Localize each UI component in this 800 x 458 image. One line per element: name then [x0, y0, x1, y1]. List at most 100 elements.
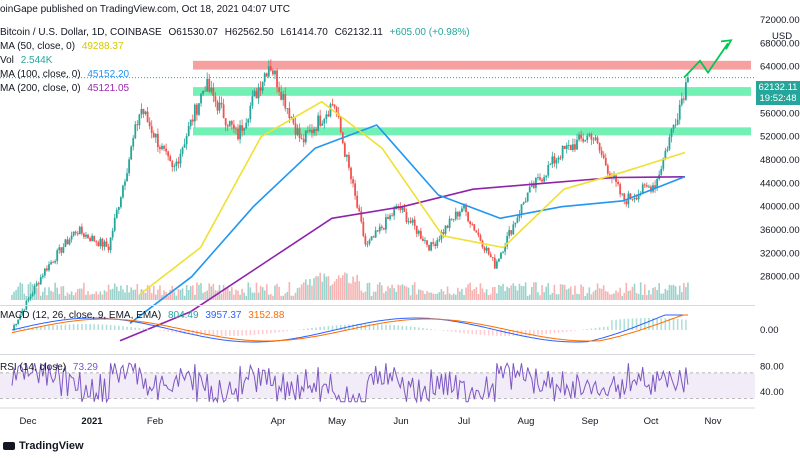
- candle-body: [537, 177, 539, 178]
- volume-bar: [395, 291, 397, 300]
- indicator-ma50[interactable]: MA (50, close, 0) 49288.37: [0, 41, 128, 52]
- volume-bar: [444, 294, 447, 300]
- volume-bar: [233, 294, 235, 300]
- volume-bar: [169, 289, 171, 300]
- volume-bar: [646, 295, 648, 300]
- candle-body: [218, 102, 221, 111]
- macd-signal-value: 3152.88: [248, 310, 285, 321]
- volume-bar: [107, 284, 110, 300]
- volume-bar: [436, 293, 439, 300]
- y-tick-label: 44000.00: [760, 178, 800, 189]
- candle-body: [518, 214, 521, 218]
- candle-body: [39, 277, 42, 285]
- candle-body: [405, 211, 408, 223]
- volume-bar: [128, 292, 130, 300]
- ma50-line: [139, 100, 686, 295]
- volume-bar: [498, 284, 500, 300]
- volume-bar: [270, 294, 272, 300]
- candle-body: [97, 242, 100, 247]
- candle-body: [249, 105, 252, 120]
- volume-bar: [537, 292, 539, 300]
- candle-body: [621, 193, 624, 195]
- x-tick-label: Jun: [393, 416, 408, 427]
- zone-support-2: [193, 127, 751, 136]
- ma50-label: MA (50, close, 0): [0, 41, 76, 52]
- volume-bar: [594, 289, 597, 300]
- candle-body: [454, 211, 457, 220]
- macd-histogram-bar: [475, 330, 478, 335]
- candle-body: [574, 144, 576, 150]
- tradingview-brand[interactable]: TradingView: [3, 440, 88, 452]
- candle-body: [471, 224, 474, 225]
- volume-bar: [255, 282, 258, 300]
- rsi-legend[interactable]: RSI (14, close) 73.29: [0, 362, 102, 373]
- macd-histogram-bar: [282, 330, 284, 332]
- volume-bar: [687, 282, 689, 300]
- volume-bar: [161, 295, 163, 300]
- candle-body: [56, 250, 59, 262]
- macd-histogram-bar: [405, 326, 408, 330]
- candle-body: [210, 87, 213, 92]
- pane-divider-macd[interactable]: [0, 305, 755, 306]
- volume-bar: [434, 293, 437, 300]
- macd-legend[interactable]: MACD (12, 26, close, 9, EMA, EMA) 804.49…: [0, 310, 288, 321]
- candle-body: [132, 138, 135, 147]
- candle-body: [631, 198, 634, 200]
- indicator-ma200[interactable]: MA (200, close, 0) 45121.05: [0, 83, 133, 94]
- candle-body: [571, 144, 574, 151]
- volume-bar: [216, 290, 219, 300]
- volume-bar: [598, 288, 601, 300]
- volume-bar: [432, 293, 434, 300]
- ma100-value: 45152.20: [87, 69, 130, 80]
- volume-bar: [202, 292, 204, 300]
- candle-body: [313, 129, 315, 134]
- candle-body: [413, 219, 416, 226]
- candle-body: [101, 238, 104, 247]
- candle-body: [578, 134, 580, 140]
- volume-bar: [401, 284, 404, 300]
- candle-body: [331, 104, 334, 106]
- volume-bar: [430, 292, 432, 300]
- volume-bar: [97, 294, 100, 300]
- volume-bar: [650, 294, 652, 300]
- candle-body: [175, 161, 178, 167]
- volume-bar: [652, 287, 654, 300]
- macd-histogram-bar: [249, 330, 252, 336]
- currency-label[interactable]: USD: [772, 31, 796, 42]
- macd-histogram-bar: [175, 330, 178, 333]
- volume-bar: [680, 292, 683, 300]
- candle-body: [682, 98, 685, 100]
- indicator-volume[interactable]: Vol 2.544K: [0, 55, 56, 66]
- macd-histogram-bar: [68, 324, 71, 330]
- volume-bar: [146, 285, 149, 300]
- pane-divider-rsi[interactable]: [0, 354, 755, 355]
- candle-body: [493, 257, 496, 269]
- volume-bar: [25, 295, 28, 300]
- volume-bar: [249, 287, 252, 300]
- volume-bar: [526, 295, 529, 300]
- volume-bar: [237, 290, 239, 300]
- volume-bar: [563, 284, 566, 300]
- indicator-ma100[interactable]: MA (100, close, 0) 45152.20: [0, 69, 133, 80]
- candle-body: [535, 177, 537, 188]
- projection-arrow-head: [720, 39, 733, 50]
- volume-bar: [175, 295, 178, 300]
- volume-bar: [265, 284, 268, 300]
- volume-bar: [440, 289, 443, 300]
- macd-histogram-bar: [680, 319, 683, 330]
- volume-bar: [272, 295, 274, 300]
- ohlc-high: H62562.50: [224, 27, 274, 38]
- volume-bar: [555, 294, 558, 300]
- volume-bar: [399, 285, 402, 300]
- candle-body: [343, 143, 346, 157]
- candle-body: [500, 252, 502, 259]
- candle-body: [33, 286, 36, 294]
- macd-histogram-bar: [565, 330, 568, 332]
- candle-body: [463, 204, 465, 209]
- candle-body: [109, 237, 112, 251]
- candle-body: [46, 268, 48, 271]
- candle-body: [177, 161, 180, 164]
- volume-bar: [323, 273, 326, 300]
- macd-histogram-bar: [512, 330, 515, 336]
